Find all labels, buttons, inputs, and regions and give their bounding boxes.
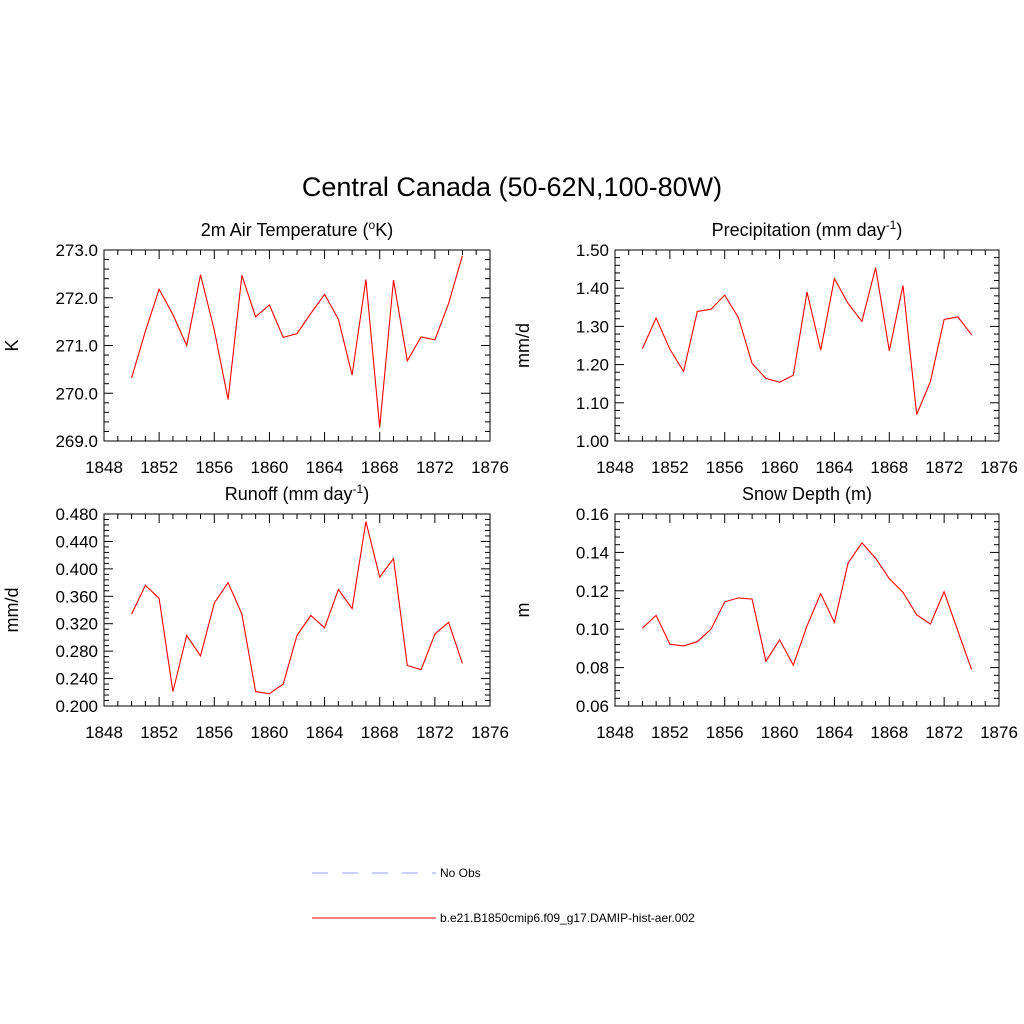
panel-0: 1848 1852 1856 1860 1864 1868 1872 1876 269.0 270…: [2, 218, 509, 477]
y-tick-label: 0.14: [576, 543, 609, 562]
y-tick-label: 0.08: [576, 659, 609, 678]
x-tick-label: 1848: [85, 458, 123, 477]
y-tick-label: 1.10: [576, 394, 609, 413]
x-tick-label: 1856: [706, 458, 744, 477]
x-tick-label: 1856: [706, 723, 744, 742]
y-axis-label: mm/d: [2, 588, 22, 633]
x-tick-label: 1860: [761, 723, 799, 742]
x-tick-label: 1848: [596, 458, 634, 477]
y-axis-label: mm/d: [513, 323, 533, 368]
x-tick-label: 1876: [471, 723, 509, 742]
panel-1: 1848 1852 1856 1860 1864 1868 1872 1876 1.00 1.10…: [513, 218, 1018, 477]
series-line: [131, 521, 463, 695]
legend-label-no-obs: No Obs: [440, 866, 481, 880]
x-tick-label: 1868: [870, 458, 908, 477]
series-line: [642, 541, 973, 670]
figure-title: Central Canada (50-62N,100-80W): [302, 172, 722, 202]
x-tick-label: 1856: [195, 458, 233, 477]
x-tick-label: 1864: [816, 723, 854, 742]
series-line: [641, 267, 973, 415]
x-tick-label: 1852: [651, 723, 689, 742]
y-tick-label: 0.240: [55, 670, 98, 689]
x-tick-label: 1864: [306, 723, 344, 742]
panel-title: Runoff (mm day-1): [225, 482, 369, 504]
x-tick-label: 1876: [980, 723, 1018, 742]
x-tick-label: 1852: [651, 458, 689, 477]
y-tick-label: 0.280: [55, 642, 98, 661]
y-tick-label: 269.0: [55, 432, 98, 451]
y-tick-label: 1.30: [576, 317, 609, 336]
y-tick-label: 0.200: [55, 697, 98, 716]
x-tick-label: 1860: [761, 458, 799, 477]
panel-title: Precipitation (mm day-1): [712, 218, 903, 240]
y-tick-label: 271.0: [55, 337, 98, 356]
x-tick-label: 1876: [980, 458, 1018, 477]
x-tick-label: 1852: [140, 458, 178, 477]
y-tick-label: 1.40: [576, 279, 609, 298]
x-tick-label: 1872: [416, 458, 454, 477]
y-axis-label: K: [2, 339, 22, 351]
y-tick-label: 273.0: [55, 241, 98, 260]
y-tick-label: 0.440: [55, 532, 98, 551]
y-tick-label: 0.06: [576, 697, 609, 716]
x-tick-label: 1864: [816, 458, 854, 477]
y-tick-label: 1.20: [576, 356, 609, 375]
panel-2: 1848 1852 1856 1860 1864 1868 1872 1876 0.200 0.2…: [2, 482, 509, 742]
y-tick-label: 1.00: [576, 432, 609, 451]
x-tick-label: 1852: [140, 723, 178, 742]
y-tick-label: 0.480: [55, 505, 98, 524]
legend: No Obs b.e21.B1850cmip6.f09_g17.DAMIP-hi…: [312, 866, 695, 925]
y-tick-label: 0.320: [55, 615, 98, 634]
panels-group: 1848 1852 1856 1860 1864 1868 1872 1876 269.0 270…: [2, 218, 1018, 742]
panel-title: Snow Depth (m): [742, 484, 872, 504]
x-tick-label: 1868: [870, 723, 908, 742]
x-tick-label: 1848: [85, 723, 123, 742]
x-tick-label: 1860: [251, 723, 289, 742]
x-tick-label: 1860: [251, 458, 289, 477]
panel-3: 1848 1852 1856 1860 1864 1868 1872 1876 0.06 0.08…: [513, 484, 1018, 742]
y-tick-label: 272.0: [55, 289, 98, 308]
legend-label-model: b.e21.B1850cmip6.f09_g17.DAMIP-hist-aer.…: [440, 911, 695, 925]
x-tick-label: 1872: [925, 723, 963, 742]
x-tick-label: 1848: [596, 723, 634, 742]
panel-title: 2m Air Temperature (oK): [201, 218, 393, 240]
y-tick-label: 0.12: [576, 582, 609, 601]
y-tick-label: 0.400: [55, 560, 98, 579]
x-tick-label: 1872: [416, 723, 454, 742]
y-tick-label: 270.0: [55, 384, 98, 403]
x-tick-label: 1872: [925, 458, 963, 477]
x-tick-label: 1864: [306, 458, 344, 477]
y-tick-label: 0.16: [576, 505, 609, 524]
x-tick-label: 1868: [361, 458, 399, 477]
y-tick-label: 0.10: [576, 620, 609, 639]
x-tick-label: 1868: [361, 723, 399, 742]
x-tick-label: 1856: [195, 723, 233, 742]
y-axis-label: m: [513, 603, 533, 618]
y-tick-label: 0.360: [55, 587, 98, 606]
series-line: [131, 255, 463, 428]
x-tick-label: 1876: [471, 458, 509, 477]
y-tick-label: 1.50: [576, 241, 609, 260]
